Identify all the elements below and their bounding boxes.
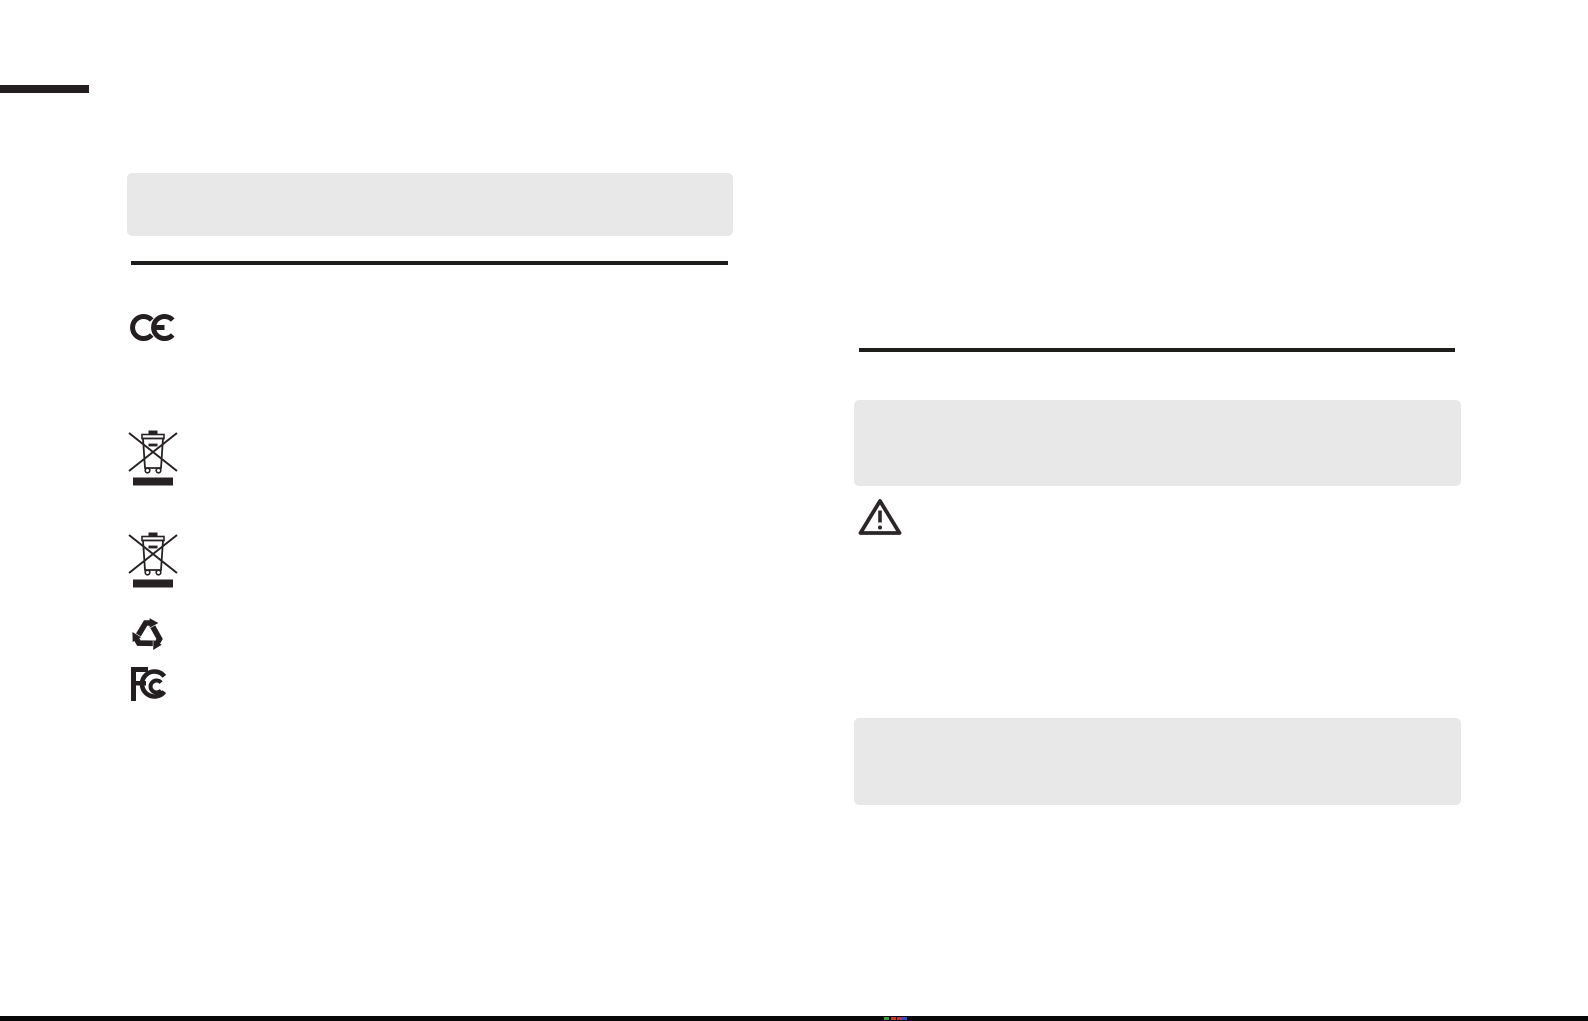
weee-crossed-out-wheeled-bin-icon (128, 530, 178, 588)
left-section-rule (131, 261, 728, 265)
warning-triangle-icon (858, 498, 902, 536)
registration-mark (891, 1017, 896, 1020)
ce-mark-icon (130, 311, 176, 344)
weee-crossed-out-wheeled-bin-icon (128, 428, 178, 486)
recycling-symbol-icon (128, 612, 168, 654)
registration-mark (897, 1017, 902, 1020)
left-heading-band (127, 173, 733, 236)
page-bottom-edge (0, 1016, 1588, 1021)
caution-note-band (854, 718, 1461, 805)
registration-mark (902, 1017, 907, 1020)
caution-note-band (854, 400, 1461, 486)
right-section-rule (859, 348, 1455, 352)
registration-mark (884, 1017, 889, 1020)
fcc-mark-icon (129, 666, 171, 702)
section-tab-marker (0, 85, 89, 93)
